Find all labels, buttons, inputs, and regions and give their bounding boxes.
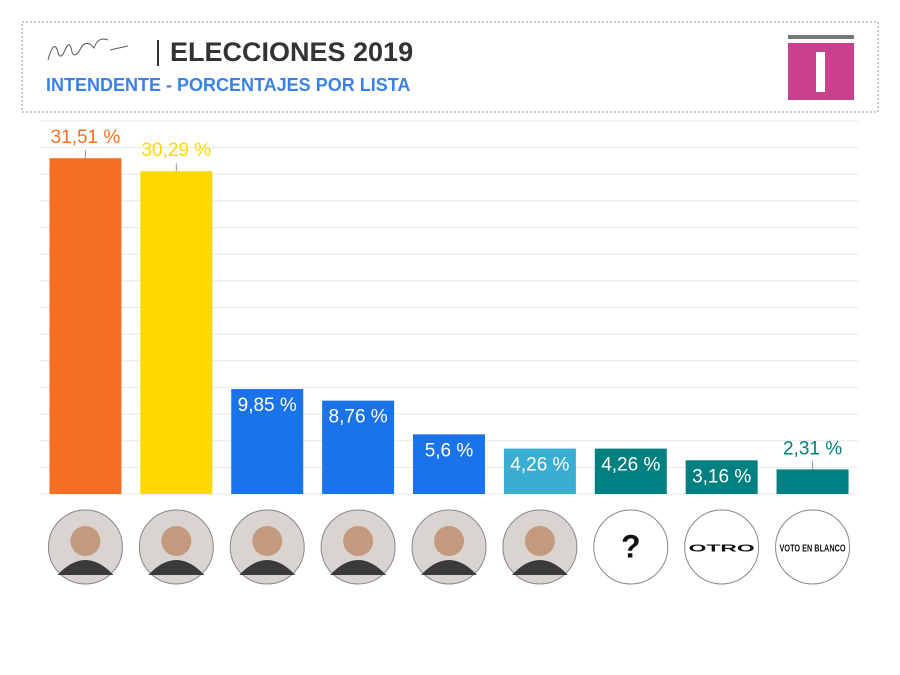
photo-body (511, 560, 568, 575)
bar (140, 171, 213, 495)
photo-head (252, 526, 283, 556)
bar (49, 158, 122, 495)
category-label: VOTO EN BLANCO (780, 544, 846, 555)
value-label: 9,85 % (238, 395, 297, 416)
photo-head (343, 526, 374, 556)
category-label: ? (621, 528, 641, 564)
candidate-photo (775, 509, 851, 585)
photo-body (330, 560, 387, 575)
signature (47, 38, 129, 61)
chart-title: ELECCIONES 2019 (170, 37, 413, 67)
photo-head (524, 526, 555, 556)
logo-bar (788, 35, 854, 39)
value-label: 30,29 % (141, 140, 211, 161)
bar (503, 448, 576, 494)
bar (776, 469, 849, 494)
value-label: 4,26 % (510, 455, 569, 476)
photo-head (434, 526, 464, 556)
candidate-photo (593, 509, 669, 585)
logo-mark (816, 52, 825, 92)
photo-body (421, 560, 477, 575)
photo-body (57, 560, 114, 575)
chart-subtitle: INTENDENTE - PORCENTAJES POR LISTA (46, 75, 410, 95)
value-label: 5,6 % (425, 440, 474, 461)
photo-head (161, 526, 192, 556)
value-label: 8,76 % (329, 407, 388, 428)
photo-body (239, 560, 296, 575)
category-label: OTRO (689, 544, 755, 555)
bar (685, 460, 758, 494)
bar (231, 389, 304, 494)
value-label: 31,51 % (51, 127, 121, 148)
value-label: 3,16 % (692, 466, 751, 487)
bar (413, 434, 485, 494)
photo-head (70, 526, 101, 556)
photo-body (148, 560, 205, 575)
header-box (21, 21, 879, 113)
bar (594, 448, 667, 494)
value-label: 4,26 % (601, 455, 660, 476)
candidate-photo (684, 509, 760, 585)
bar (322, 400, 395, 494)
value-label: 2,31 % (783, 438, 842, 459)
